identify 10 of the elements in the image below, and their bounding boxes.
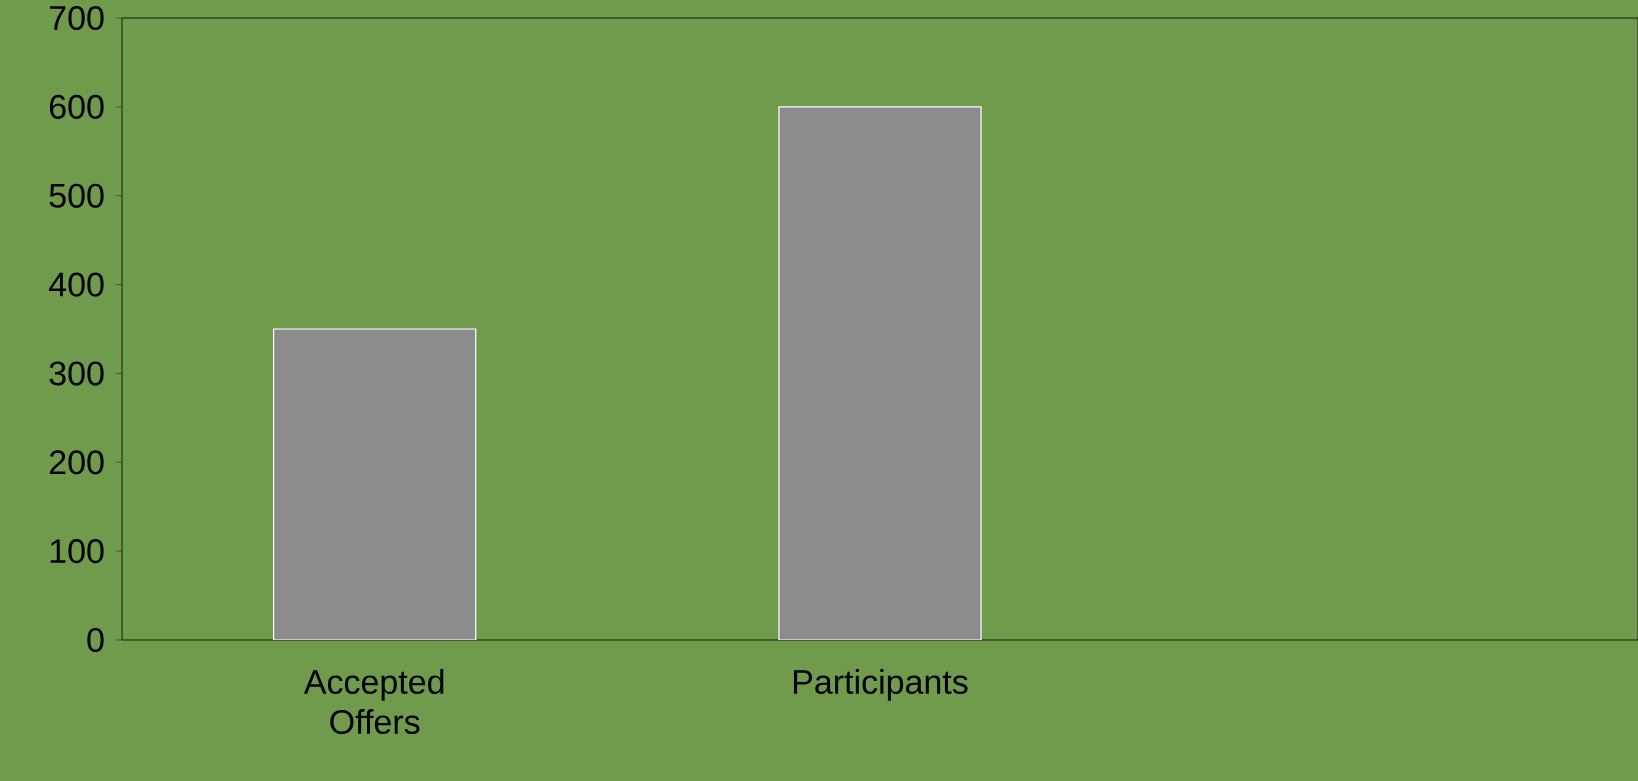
y-tick-label: 500	[49, 183, 104, 208]
y-tick-label: 200	[49, 450, 104, 475]
y-tick-label: 600	[49, 94, 104, 119]
y-tick-label: 100	[50, 539, 104, 564]
x-tick-label: Participants	[793, 669, 968, 701]
y-tick-label: 0	[87, 627, 104, 653]
y-tick-label: 400	[49, 272, 104, 297]
y-tick-label: 700	[49, 5, 104, 31]
x-tick-label: Accepted Offers	[303, 669, 444, 735]
y-tick-label: 300	[49, 361, 104, 386]
